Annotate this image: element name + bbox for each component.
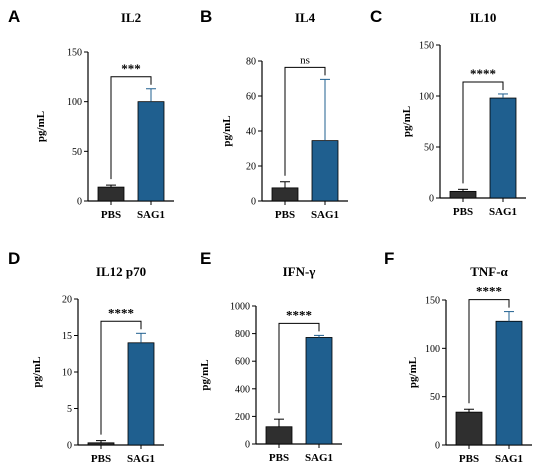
y-tick-label: 800 <box>235 329 250 340</box>
y-tick-label: 200 <box>235 412 250 423</box>
chart-panel-b: B IL4 0 20 40 60 80 pg/mL PBS SAG1 ns <box>200 7 348 221</box>
y-tick-label: 60 <box>246 92 256 103</box>
significance-label: **** <box>470 66 496 81</box>
significance-bracket <box>462 81 504 184</box>
significance-bracket <box>468 299 510 404</box>
chart-title: IL10 <box>470 10 497 25</box>
chart-panel-d: D IL12 p70 0 5 10 15 20 pg/mL PBS SAG1 **** <box>8 249 164 465</box>
bar-sag1 <box>495 320 523 446</box>
category-label: SAG1 <box>311 209 339 221</box>
significance-label: **** <box>286 307 312 322</box>
y-axis-label: pg/mL <box>401 106 413 137</box>
y-tick-label: 0 <box>77 197 82 208</box>
y-tick-label: 5 <box>67 404 72 415</box>
bar-pbs <box>97 186 125 202</box>
y-tick-label: 100 <box>419 92 434 103</box>
y-tick-label: 100 <box>425 344 440 355</box>
category-label: PBS <box>91 453 111 465</box>
bar-pbs <box>449 190 477 199</box>
bar-sag1 <box>137 101 165 202</box>
bar-sag1 <box>305 337 333 445</box>
significance-bracket <box>100 320 142 435</box>
bar-sag1 <box>127 342 155 446</box>
y-tick-label: 600 <box>235 357 250 368</box>
category-label: PBS <box>269 452 289 464</box>
category-label: PBS <box>459 453 479 465</box>
category-label: SAG1 <box>495 453 523 465</box>
y-tick-label: 10 <box>62 368 72 379</box>
y-axis-label: pg/mL <box>31 356 43 387</box>
chart-title: IL2 <box>121 10 141 25</box>
category-label: SAG1 <box>305 452 333 464</box>
y-tick-label: 50 <box>72 147 82 158</box>
y-tick-label: 0 <box>429 194 434 205</box>
y-tick-label: 1000 <box>230 302 250 313</box>
panel-letter: E <box>200 249 211 268</box>
bar-sag1 <box>489 97 517 199</box>
chart-title: IL12 p70 <box>96 264 146 279</box>
y-axis-label: pg/mL <box>221 115 233 146</box>
chart-panel-e: E IFN-γ 0 200 400 600 800 1000 pg/mL PBS SAG1 **** <box>199 249 342 464</box>
y-axis-label: pg/mL <box>35 111 47 142</box>
y-tick-label: 150 <box>419 41 434 52</box>
panel-letter: B <box>200 7 212 26</box>
panel-letter: F <box>384 249 394 268</box>
chart-title: IFN-γ <box>283 264 316 279</box>
significance-bracket <box>284 66 326 176</box>
panel-letter: D <box>8 249 20 268</box>
significance-label: ns <box>300 54 310 66</box>
category-label: PBS <box>453 206 473 218</box>
significance-label: **** <box>108 305 134 320</box>
y-tick-label: 400 <box>235 384 250 395</box>
bar-pbs <box>271 187 299 202</box>
category-label: SAG1 <box>489 206 517 218</box>
category-label: PBS <box>275 209 295 221</box>
y-tick-label: 150 <box>425 296 440 307</box>
significance-label: *** <box>121 61 141 76</box>
chart-title: TNF-α <box>470 264 508 279</box>
y-tick-label: 0 <box>435 441 440 452</box>
y-tick-label: 20 <box>62 295 72 306</box>
panel-letter: C <box>370 7 382 26</box>
chart-panel-a: A IL2 0 50 100 150 pg/mL PBS SAG1 *** <box>8 7 174 221</box>
category-label: SAG1 <box>137 209 165 221</box>
panel-letter: A <box>8 7 20 26</box>
y-tick-label: 50 <box>430 392 440 403</box>
y-tick-label: 100 <box>67 97 82 108</box>
y-tick-label: 150 <box>67 48 82 59</box>
category-label: PBS <box>101 209 121 221</box>
significance-bracket <box>110 76 152 180</box>
y-tick-label: 50 <box>424 143 434 154</box>
y-axis-label: pg/mL <box>199 359 211 390</box>
significance-bracket <box>278 322 320 414</box>
y-tick-label: 0 <box>251 197 256 208</box>
chart-panel-c: C IL10 0 50 100 150 pg/mL PBS SAG1 **** <box>370 7 526 218</box>
significance-label: **** <box>476 284 502 299</box>
y-tick-label: 80 <box>246 57 256 68</box>
bar-pbs <box>455 411 483 446</box>
bar-pbs <box>265 426 293 445</box>
bar-pbs <box>87 442 115 446</box>
y-tick-label: 40 <box>246 127 256 138</box>
y-tick-label: 0 <box>245 440 250 451</box>
chart-title: IL4 <box>295 10 316 25</box>
y-tick-label: 0 <box>67 441 72 452</box>
y-tick-label: 20 <box>246 162 256 173</box>
y-axis-label: pg/mL <box>407 357 419 388</box>
category-label: SAG1 <box>127 453 155 465</box>
chart-panel-f: F TNF-α 0 50 100 150 pg/mL PBS SAG1 **** <box>384 249 532 465</box>
y-tick-label: 15 <box>62 331 72 342</box>
bar-sag1 <box>311 140 339 202</box>
